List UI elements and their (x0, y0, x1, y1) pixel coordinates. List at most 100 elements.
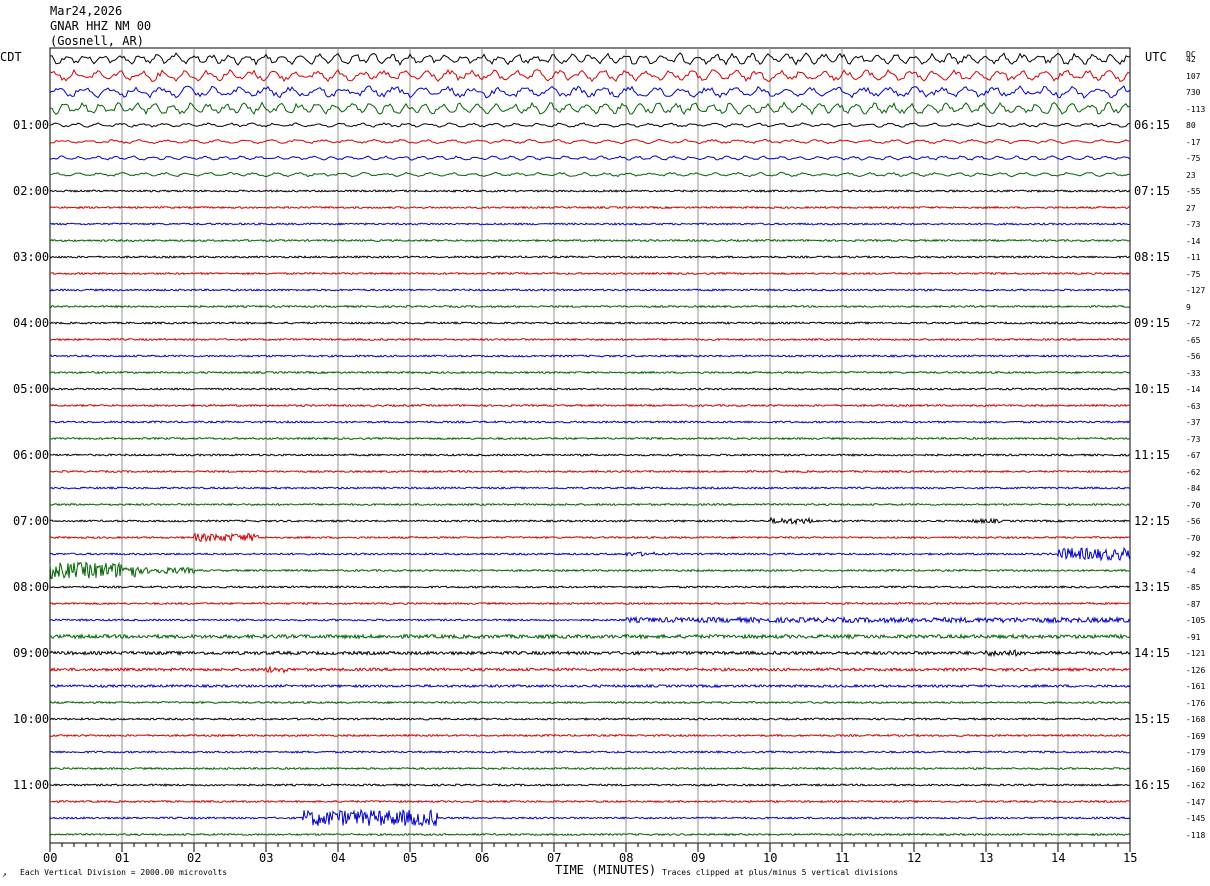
dc-offset-label: -179 (1186, 748, 1206, 757)
dc-offset-label: -118 (1186, 830, 1206, 840)
trace-row (49, 665, 1131, 674)
trace-row (49, 337, 1131, 342)
dc-offset-label: -91 (1186, 632, 1201, 642)
trace-row (49, 585, 1131, 589)
x-tick-label: 06 (475, 851, 490, 865)
trace-row (49, 321, 1131, 325)
cdt-hour-label: 08:00 (13, 580, 50, 594)
x-tick-label: 03 (259, 851, 274, 865)
dc-offset-label: -73 (1186, 434, 1201, 444)
utc-hour-label: 08:15 (1134, 250, 1171, 264)
dc-offset-label: -145 (1186, 814, 1206, 823)
dc-offset-label: 23 (1186, 170, 1196, 180)
x-tick-label: 09 (691, 851, 706, 865)
x-tick-label: 01 (115, 851, 130, 865)
utc-zone-label: UTC (1145, 50, 1167, 64)
cdt-hour-label: 10:00 (13, 712, 50, 726)
header-date: Mar24,2026 (50, 4, 123, 18)
x-tick-label: 14 (1051, 851, 1066, 865)
dc-offset-label: 9 (1186, 302, 1191, 312)
x-tick-label: 13 (979, 851, 994, 865)
dc-offset-label: -168 (1186, 715, 1206, 724)
trace-row (49, 832, 1131, 837)
trace-row (49, 532, 1131, 543)
trace-row (49, 52, 1131, 67)
trace-row (49, 155, 1131, 161)
trace-row (49, 469, 1131, 474)
trace-row (49, 138, 1130, 145)
dc-offset-label: -17 (1186, 137, 1201, 147)
header-location: (Gosnell, AR) (50, 34, 144, 48)
cdt-hour-label: 11:00 (13, 778, 50, 792)
dc-offset-label: -85 (1186, 583, 1201, 592)
dc-offset-label: -56 (1186, 352, 1201, 361)
utc-hour-label: 13:15 (1134, 580, 1171, 594)
trace-row (49, 546, 1131, 562)
trace-row (49, 783, 1131, 787)
utc-hour-label: 10:15 (1134, 382, 1171, 396)
trace-row (49, 766, 1131, 771)
x-tick-label: 15 (1123, 851, 1138, 865)
dc-offset-label: -33 (1186, 368, 1201, 378)
header-station: GNAR HHZ NM 00 (50, 19, 152, 33)
trace-row (49, 717, 1131, 721)
trace-row (49, 387, 1131, 391)
cdt-hour-label: 07:00 (13, 514, 50, 528)
utc-hour-label: 09:15 (1134, 316, 1171, 330)
dc-offset-label: -160 (1186, 764, 1206, 774)
scale-note: Each Vertical Division = 2000.00 microvo… (20, 868, 228, 877)
trace-row (50, 436, 1131, 441)
trace-row (49, 255, 1131, 259)
trace-row (49, 453, 1131, 457)
trace-row (49, 222, 1131, 226)
dc-offset-label: -75 (1186, 154, 1201, 163)
x-tick-label: 08 (619, 851, 634, 865)
x-tick-label: 11 (835, 851, 850, 865)
dc-offset-label: -14 (1186, 385, 1201, 394)
utc-hour-label: 14:15 (1134, 646, 1171, 660)
dc-offset-label: -87 (1186, 599, 1201, 609)
dc-label: DC (1186, 50, 1196, 59)
cdt-hour-label: 01:00 (13, 118, 50, 132)
x-axis-label: TIME (MINUTES) (555, 863, 657, 877)
trace-row (49, 649, 1131, 658)
trace-row (50, 101, 1131, 116)
utc-hour-label: 15:15 (1134, 712, 1171, 726)
x-tick-label: 00 (43, 851, 58, 865)
cdt-hour-label: 04:00 (13, 316, 50, 330)
trace-row (49, 615, 1131, 625)
x-tick-label: 07 (547, 851, 562, 865)
cdt-hour-label: 05:00 (13, 382, 50, 396)
x-tick-label: 04 (331, 851, 346, 865)
dc-offset-label: -4 (1186, 566, 1196, 576)
x-tick-label: 10 (763, 851, 778, 865)
x-tick-label: 05 (403, 851, 418, 865)
trace-row (49, 403, 1131, 408)
dc-offset-label: -11 (1186, 253, 1201, 262)
trace-row (49, 420, 1131, 424)
cdt-hour-label: 02:00 (13, 184, 50, 198)
x-tick-label: 02 (187, 851, 202, 865)
utc-hour-label: 16:15 (1134, 778, 1171, 792)
dc-offset-label: -176 (1186, 698, 1206, 708)
trace-row (49, 700, 1131, 705)
trace-row (49, 288, 1131, 292)
dc-offset-label: -121 (1186, 649, 1206, 658)
cdt-hour-label: 06:00 (13, 448, 50, 462)
dc-offset-label: -70 (1186, 533, 1201, 543)
trace-row (49, 68, 1131, 83)
trace-row (49, 354, 1131, 358)
trace-row (49, 683, 1131, 689)
trace-row (49, 238, 1131, 243)
trace-row (49, 516, 1131, 526)
dc-offset-label: -113 (1186, 104, 1206, 114)
dc-offset-label: -70 (1186, 500, 1201, 510)
trace-row (49, 122, 1131, 128)
dc-offset-label: -63 (1186, 401, 1201, 411)
dc-offset-label: -55 (1186, 187, 1201, 196)
trace-row (49, 601, 1131, 606)
trace-row (49, 486, 1131, 490)
cdt-hour-label: 03:00 (13, 250, 50, 264)
dc-offset-label: -56 (1186, 517, 1201, 526)
dc-offset-label: -37 (1186, 418, 1201, 427)
